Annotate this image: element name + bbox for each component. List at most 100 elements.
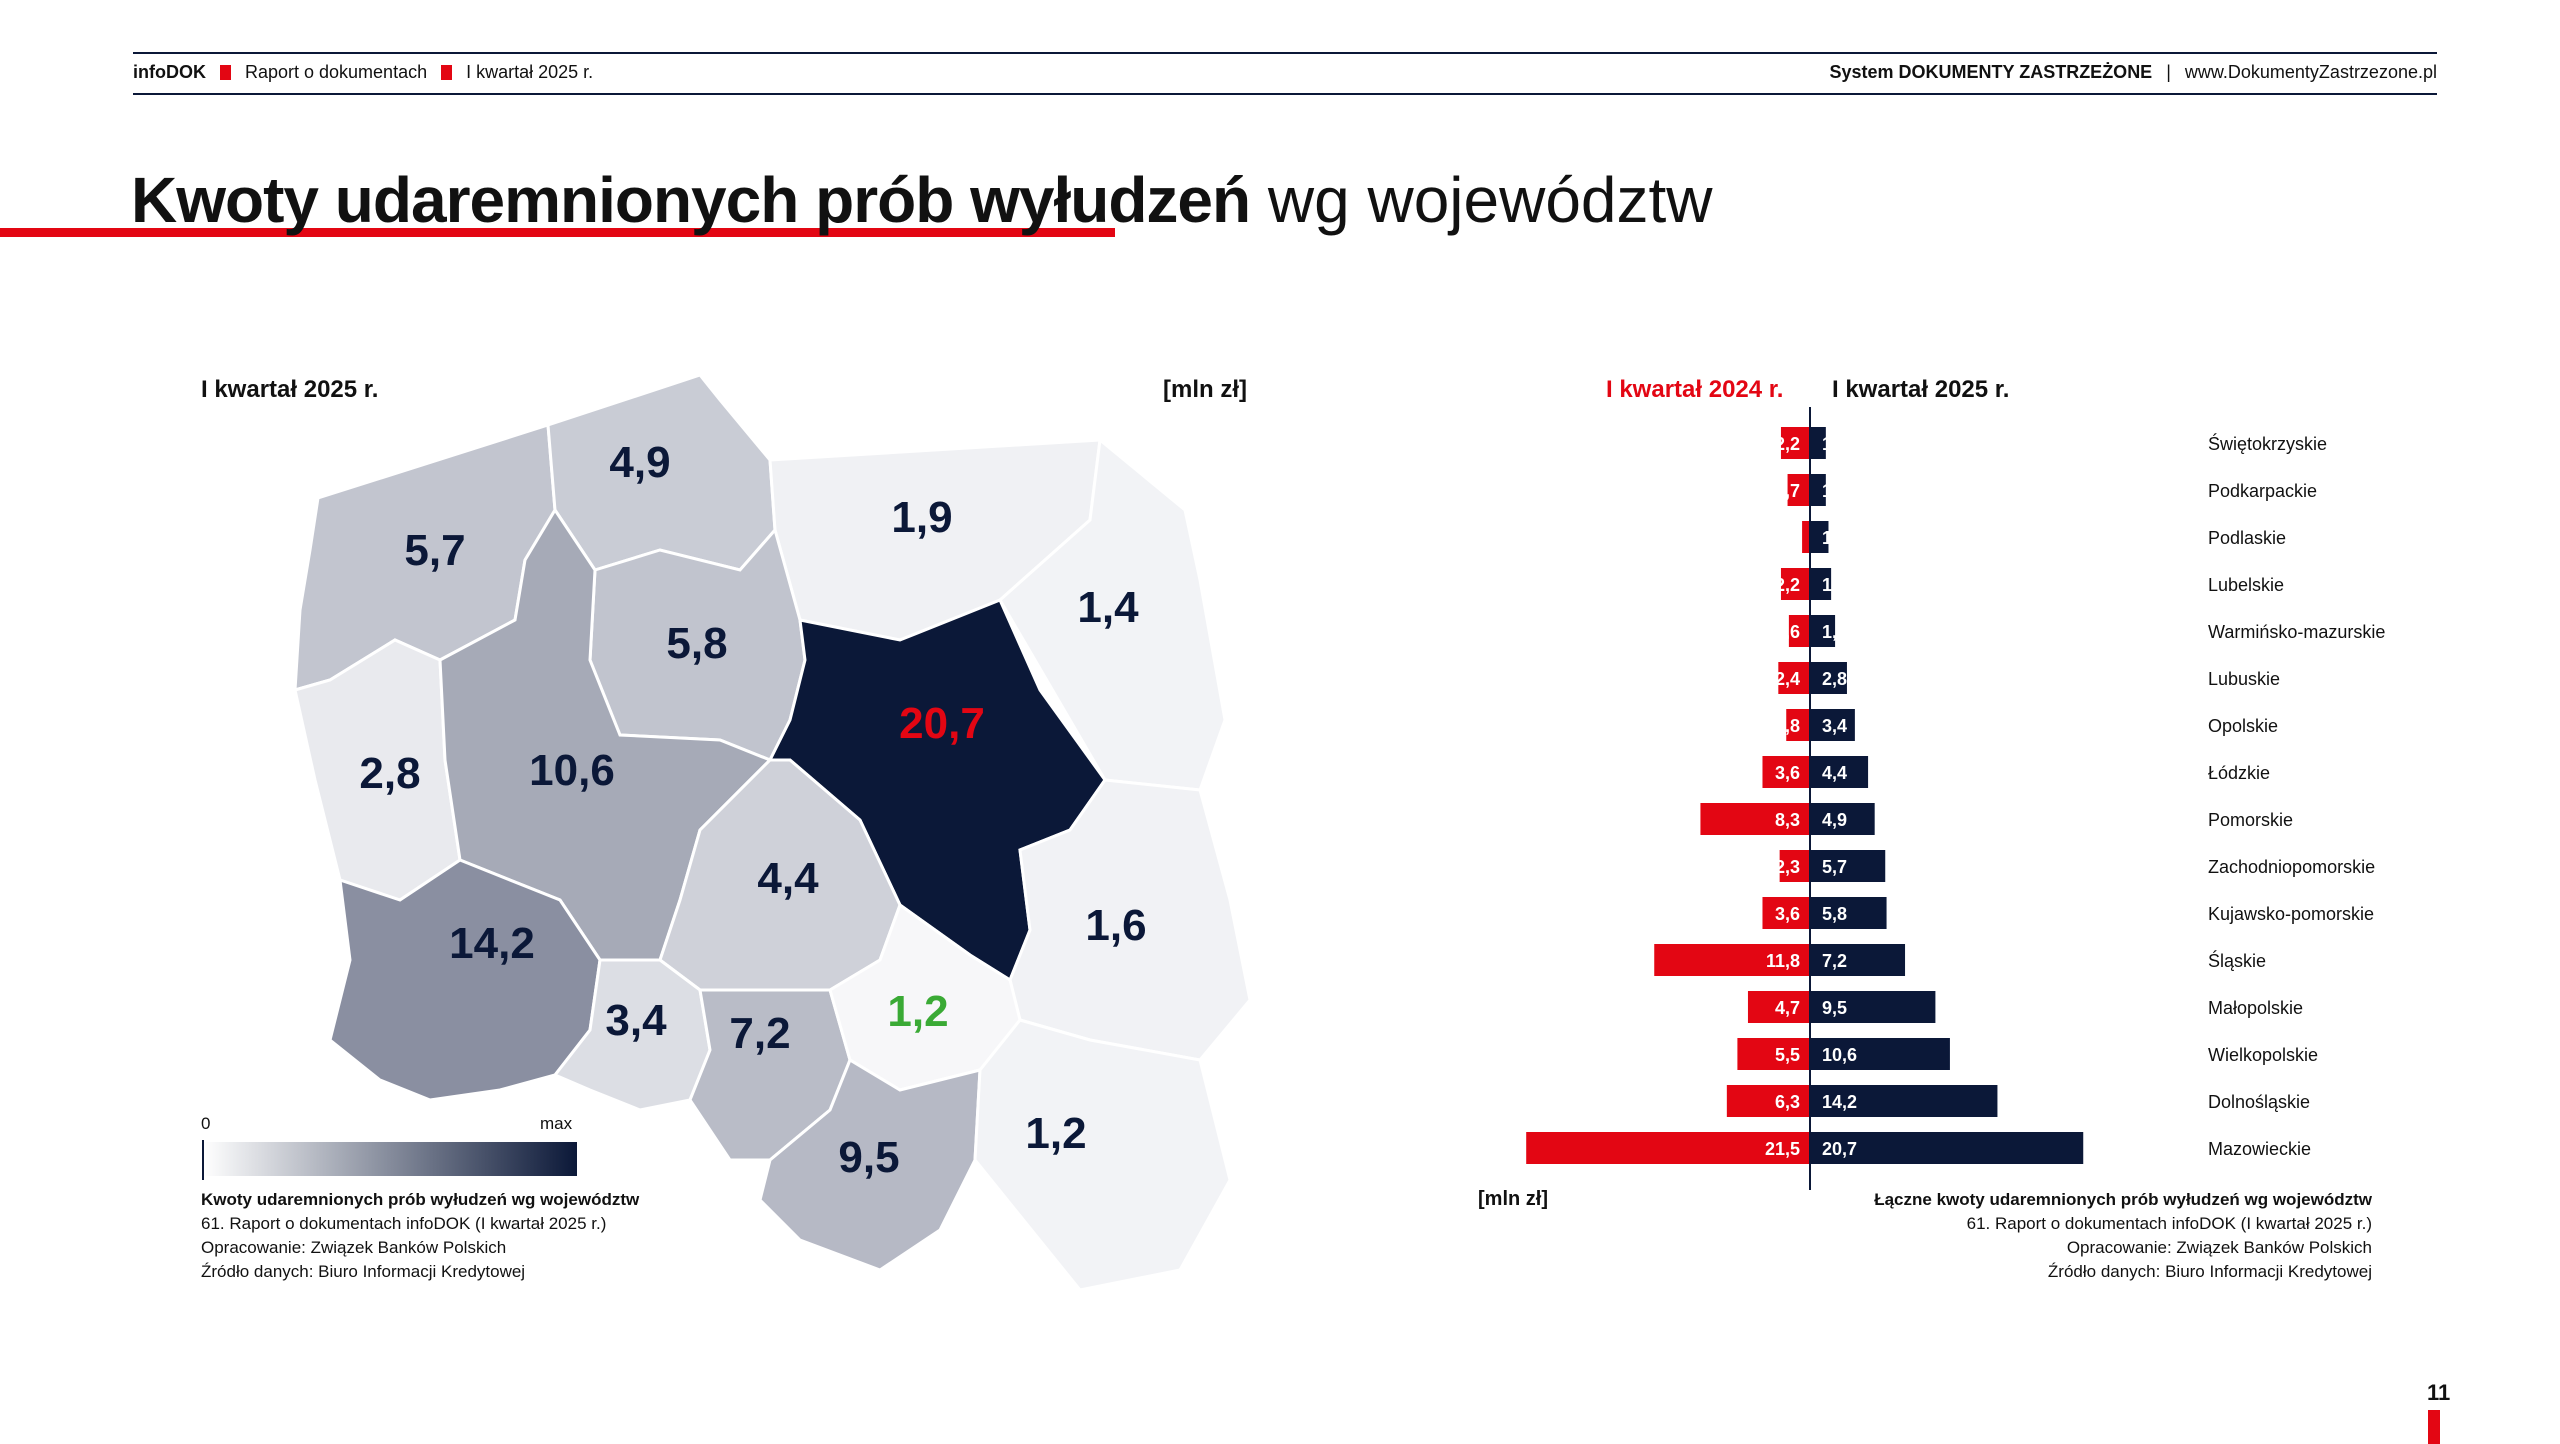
category-label: Lubelskie [2208,575,2284,595]
chart-caption-line2: Opracowanie: Związek Banków Polskich [2066,1238,2372,1257]
bar-2024-value-label: 3,6 [1775,763,1800,783]
bar-2024 [1700,803,1810,835]
bar-2025 [1810,803,1875,835]
red-square-icon [441,65,453,80]
bar-2024-value-label: 1,6 [1775,622,1800,642]
bar-2024 [1780,568,1810,600]
category-label: Małopolskie [2208,998,2303,1018]
chart-caption-title: Łączne kwoty udaremnionych prób wyłudzeń… [1874,1190,2372,1209]
bar-2025-value-label: 1,4 [1822,528,1847,548]
legend-max-label: max [540,1114,573,1133]
bar-2024 [1726,1085,1810,1117]
map-value-label: 1,9 [891,493,952,542]
bar-2024 [1779,850,1810,882]
legend-tick [202,1140,204,1180]
map-caption-title: Kwoty udaremnionych prób wyłudzeń wg woj… [201,1190,640,1209]
bar-2024-value-label: 0,6 [1775,528,1800,548]
bar-2024-value-label: 2,4 [1775,669,1800,689]
map-period-label: I kwartał 2025 r. [201,376,379,403]
title-underline [0,228,1115,237]
bar-2025 [1810,897,1887,929]
bar-2025-value-label: 20,7 [1822,1139,1857,1159]
category-label: Wielkopolskie [2208,1045,2318,1065]
bar-2024-value-label: 2,2 [1775,434,1800,454]
map-value-label: 4,4 [757,854,819,903]
bar-2025-value-label: 2,8 [1822,669,1847,689]
bar-2024-value-label: 6,3 [1775,1092,1800,1112]
category-label: Mazowieckie [2208,1139,2311,1159]
bar-2024 [1747,991,1810,1023]
bar-2024-value-label: 2,3 [1775,857,1800,877]
category-label: Łódzkie [2208,763,2270,783]
header-left: infoDOK Raport o dokumentach I kwartał 2… [133,62,593,83]
bar-2025-value-label: 14,2 [1822,1092,1857,1112]
map-value-label: 1,4 [1077,583,1139,632]
report-name: Raport o dokumentach [244,62,428,82]
bar-2025-value-label: 5,8 [1822,904,1847,924]
bar-2025 [1810,709,1855,741]
bar-2024-value-label: 21,5 [1765,1139,1800,1159]
bar-2025 [1810,474,1826,506]
header-top-rule [133,52,2437,54]
bar-2025-value-label: 1,6 [1822,575,1847,595]
map-caption-line1: 61. Raport o dokumentach infoDOK (I kwar… [201,1214,607,1233]
bar-2024 [1737,1038,1810,1070]
series-2025-label: I kwartał 2025 r. [1832,376,2010,403]
header-bottom-rule [133,93,2437,95]
map-value-label: 5,7 [404,526,465,575]
chart-caption-line3: Źródło danych: Biuro Informacji Kredytow… [2047,1262,2372,1281]
region-podkarpackie [973,1018,1232,1292]
page-title: Kwoty udaremnionych prób wyłudzeń wg woj… [131,160,1713,240]
series-2024-label: I kwartał 2024 r. [1606,376,1784,403]
category-label: Pomorskie [2208,810,2293,830]
category-label: Świętokrzyskie [2208,433,2327,454]
bar-2024-value-label: 2,2 [1775,575,1800,595]
bar-2024 [1788,615,1810,647]
bar-2025 [1810,944,1906,976]
legend-min-label: 0 [201,1114,211,1133]
category-label: Dolnośląskie [2208,1092,2310,1112]
bar-2024 [1786,709,1810,741]
category-label: Podlaskie [2208,528,2286,548]
page-title-rest: wg województw [1250,164,1713,236]
map-caption-line3: Źródło danych: Biuro Informacji Kredytow… [201,1262,526,1281]
bar-2025-value-label: 4,4 [1822,763,1847,783]
map-caption: Kwoty udaremnionych prób wyłudzeń wg woj… [201,1188,639,1284]
category-label: Podkarpackie [2208,481,2317,501]
bar-2024-value-label: 4,7 [1775,998,1800,1018]
bar-2025-value-label: 4,9 [1822,810,1847,830]
bar-2024 [1787,474,1810,506]
category-label: Lubuskie [2208,669,2280,689]
bar-2024 [1778,662,1810,694]
map-value-label: 1,2 [887,987,948,1036]
map-value-label: 1,6 [1085,901,1146,950]
bar-2025 [1810,756,1869,788]
page-title-strong: Kwoty udaremnionych prób wyłudzeń [131,164,1251,236]
bar-2024 [1762,756,1810,788]
bar-2025-value-label: 3,4 [1822,716,1847,736]
category-label: Zachodniopomorskie [2208,857,2375,877]
bar-2025-value-label: 1,9 [1822,622,1847,642]
map-unit-label: [mln zł] [1163,376,1247,403]
map-value-label: 3,4 [605,996,667,1045]
category-label: Kujawsko-pomorskie [2208,904,2374,924]
bar-2025 [1810,521,1829,553]
bar-2024 [1654,944,1810,976]
bar-2024-value-label: 8,3 [1775,810,1800,830]
map-value-label: 20,7 [899,699,985,748]
site-url[interactable]: www.DokumentyZastrzezone.pl [2184,62,2437,82]
header-separator: | [2166,62,2171,82]
bar-2024 [1802,521,1810,553]
bar-2025 [1810,662,1847,694]
bar-2025-value-label: 7,2 [1822,951,1847,971]
map-value-label: 5,8 [666,619,727,668]
bar-2025 [1810,1132,2084,1164]
map-value-label: 7,2 [729,1009,790,1058]
bar-2024-value-label: 1,7 [1775,481,1800,501]
map-value-label: 2,8 [359,749,420,798]
map-value-label: 9,5 [838,1133,899,1182]
bar-2025-value-label: 1,2 [1822,434,1847,454]
page-number: 11 [2427,1380,2451,1405]
map-value-label: 14,2 [449,919,535,968]
